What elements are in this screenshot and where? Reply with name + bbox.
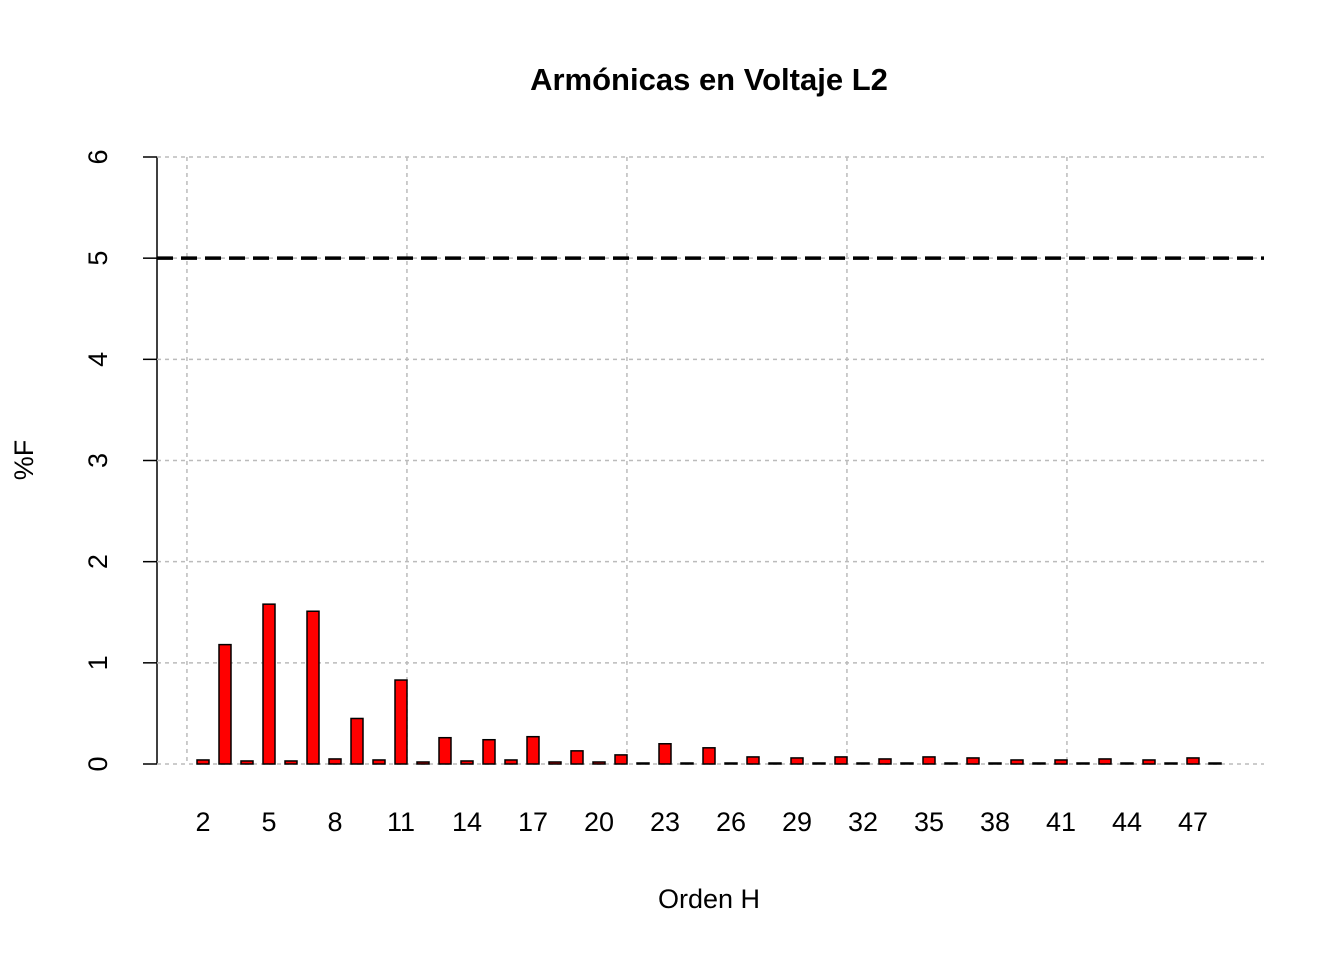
bar [878, 758, 892, 765]
bar [1164, 762, 1178, 765]
bar [328, 758, 342, 765]
bar [548, 761, 562, 765]
x-tick-label: 35 [914, 807, 944, 837]
x-tick-label: 14 [452, 807, 482, 837]
bar [790, 757, 804, 765]
x-tick-label: 38 [980, 807, 1010, 837]
bar [944, 762, 958, 765]
bar [526, 735, 540, 765]
bar [240, 760, 254, 765]
x-tick-label: 5 [261, 807, 276, 837]
bar [570, 750, 584, 765]
x-tick-label: 23 [650, 807, 680, 837]
bar [856, 762, 870, 765]
bar [504, 759, 518, 765]
y-tick-label: 4 [83, 352, 113, 367]
bar [394, 679, 408, 765]
bar [262, 603, 276, 765]
bar [768, 762, 782, 765]
y-tick-label: 2 [83, 554, 113, 569]
bar [438, 736, 452, 765]
x-tick-label: 41 [1046, 807, 1076, 837]
bar [1032, 762, 1046, 765]
bar [284, 760, 298, 765]
chart-title: Armónicas en Voltaje L2 [530, 62, 888, 97]
x-tick-label: 44 [1112, 807, 1142, 837]
y-tick-label: 0 [83, 756, 113, 771]
bar [658, 743, 672, 765]
x-tick-label: 17 [518, 807, 548, 837]
bar [1186, 757, 1200, 765]
bar [218, 643, 232, 765]
bar [350, 717, 364, 765]
x-tick-label: 47 [1178, 807, 1208, 837]
x-tick-label: 2 [195, 807, 210, 837]
bar [834, 756, 848, 765]
bar [1010, 759, 1024, 765]
bar [1208, 762, 1222, 765]
bar [680, 762, 694, 765]
x-tick-label: 26 [716, 807, 746, 837]
bar [746, 756, 760, 765]
bar [592, 761, 606, 765]
x-tick-label: 20 [584, 807, 614, 837]
bar [416, 761, 430, 765]
bar [482, 738, 496, 765]
bar [702, 747, 716, 765]
x-tick-label: 32 [848, 807, 878, 837]
bar [1120, 762, 1134, 765]
bar [724, 762, 738, 765]
bar [966, 757, 980, 765]
bar [988, 762, 1002, 765]
y-tick-label: 1 [83, 655, 113, 670]
bar [636, 762, 650, 765]
bar [1054, 759, 1068, 765]
bar [812, 762, 826, 765]
x-tick-label: 29 [782, 807, 812, 837]
bar [306, 610, 320, 765]
bar [1076, 762, 1090, 765]
bar [460, 760, 474, 765]
y-tick-label: 3 [83, 453, 113, 468]
y-tick-label: 5 [83, 251, 113, 266]
x-axis-label: Orden H [658, 884, 760, 914]
x-tick-label: 11 [387, 807, 415, 837]
bar [1142, 759, 1156, 765]
bar [372, 759, 386, 765]
bar [1098, 758, 1112, 765]
bar [196, 759, 210, 765]
x-tick-label: 8 [327, 807, 342, 837]
bar [922, 756, 936, 765]
bar [900, 762, 914, 765]
y-axis-label: %F [9, 440, 39, 481]
y-tick-label: 6 [83, 149, 113, 164]
bar [614, 754, 628, 765]
